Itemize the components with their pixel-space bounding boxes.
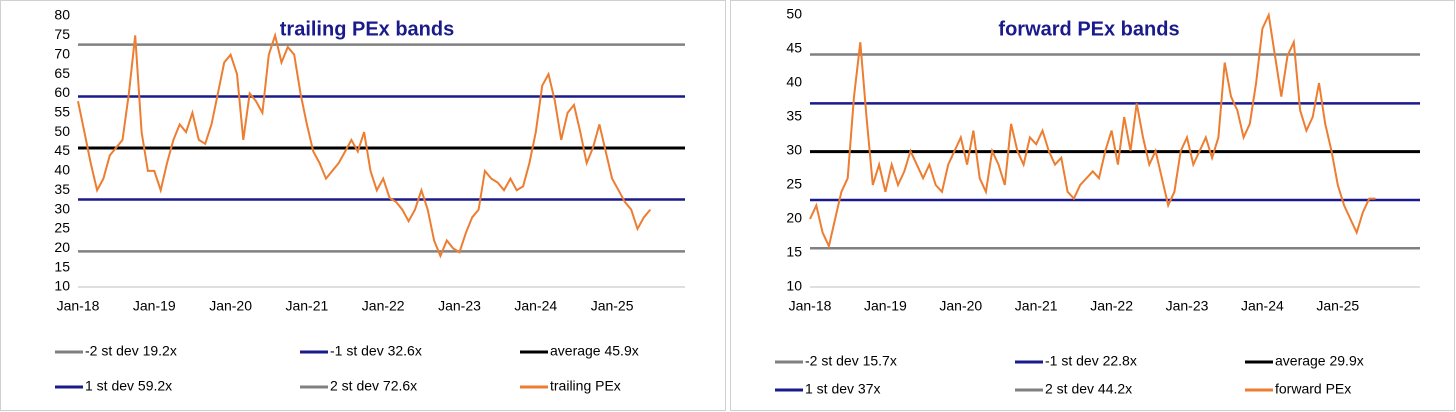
y-tick-label: 50: [54, 123, 70, 139]
x-tick-label: Jan-22: [1090, 298, 1133, 314]
y-tick-label: 10: [786, 278, 802, 294]
y-tick-label: 20: [54, 239, 70, 255]
x-tick-label: Jan-21: [285, 298, 328, 314]
x-tick-label: Jan-25: [591, 298, 634, 314]
panel-border: [0, 0, 726, 411]
legend-label: forward PEx: [1275, 381, 1351, 397]
x-tick-label: Jan-19: [864, 298, 907, 314]
y-tick-label: 70: [54, 45, 70, 61]
legend-label: average 45.9x: [550, 343, 639, 359]
y-tick-label: 25: [786, 176, 802, 192]
y-tick-label: 45: [54, 142, 70, 158]
x-tick-label: Jan-20: [939, 298, 982, 314]
y-tick-label: 50: [786, 6, 802, 22]
x-tick-label: Jan-19: [133, 298, 176, 314]
y-tick-label: 10: [54, 278, 70, 294]
x-tick-label: Jan-23: [1166, 298, 1209, 314]
legend-label: 2 st dev 72.6x: [330, 378, 417, 394]
panel-border: [730, 0, 1455, 411]
y-tick-label: 35: [54, 181, 70, 197]
legend-label: -1 st dev 32.6x: [330, 343, 422, 359]
y-tick-label: 80: [54, 7, 70, 23]
legend-label: 1 st dev 37x: [805, 381, 881, 397]
y-tick-label: 15: [54, 258, 70, 274]
x-tick-label: Jan-18: [789, 298, 832, 314]
y-tick-label: 40: [54, 162, 70, 178]
legend-label: -1 st dev 22.8x: [1045, 353, 1137, 369]
series-line: [77, 31, 652, 259]
legend-label: 2 st dev 44.2x: [1045, 381, 1132, 397]
y-tick-label: 30: [786, 142, 802, 158]
y-tick-label: 60: [54, 84, 70, 100]
y-tick-label: 45: [786, 40, 802, 56]
series-line: [809, 11, 1376, 250]
legend-label: -2 st dev 15.7x: [805, 353, 897, 369]
legend-label: -2 st dev 19.2x: [85, 343, 177, 359]
y-tick-label: 65: [54, 65, 70, 81]
y-tick-label: 35: [786, 108, 802, 124]
x-tick-label: Jan-23: [438, 298, 481, 314]
x-tick-label: Jan-18: [57, 298, 100, 314]
legend-label: trailing PEx: [550, 378, 621, 394]
y-tick-label: 20: [786, 210, 802, 226]
x-tick-label: Jan-20: [209, 298, 252, 314]
x-tick-label: Jan-24: [514, 298, 557, 314]
x-tick-label: Jan-25: [1316, 298, 1359, 314]
chart-title: trailing PEx bands: [280, 18, 454, 40]
y-tick-label: 15: [786, 244, 802, 260]
y-tick-label: 30: [54, 200, 70, 216]
y-tick-label: 40: [786, 74, 802, 90]
x-tick-label: Jan-21: [1015, 298, 1058, 314]
x-tick-label: Jan-22: [362, 298, 405, 314]
legend-label: 1 st dev 59.2x: [85, 378, 172, 394]
y-tick-label: 55: [54, 103, 70, 119]
legend-label: average 29.9x: [1275, 353, 1364, 369]
y-tick-label: 25: [54, 220, 70, 236]
y-tick-label: 75: [54, 26, 70, 42]
x-tick-label: Jan-24: [1241, 298, 1284, 314]
chart-title: forward PEx bands: [998, 18, 1179, 40]
